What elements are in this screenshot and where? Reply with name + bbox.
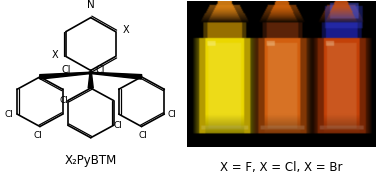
Text: Cl: Cl bbox=[113, 121, 122, 130]
Text: X: X bbox=[52, 50, 59, 60]
Text: Cl: Cl bbox=[95, 65, 105, 75]
Text: Cl: Cl bbox=[5, 110, 14, 119]
Polygon shape bbox=[40, 72, 91, 79]
Text: N: N bbox=[87, 0, 94, 10]
Text: Cl: Cl bbox=[59, 96, 68, 105]
Polygon shape bbox=[91, 72, 142, 79]
Text: •: • bbox=[86, 67, 94, 81]
Text: X: X bbox=[123, 25, 129, 35]
Text: Cl: Cl bbox=[34, 131, 43, 140]
Text: Cl: Cl bbox=[168, 110, 177, 119]
Text: Cl: Cl bbox=[139, 131, 148, 140]
Text: X₂PyBTM: X₂PyBTM bbox=[65, 154, 117, 167]
Text: Cl: Cl bbox=[61, 65, 71, 75]
Polygon shape bbox=[88, 73, 93, 88]
Text: X = F, X = Cl, X = Br: X = F, X = Cl, X = Br bbox=[220, 161, 343, 174]
